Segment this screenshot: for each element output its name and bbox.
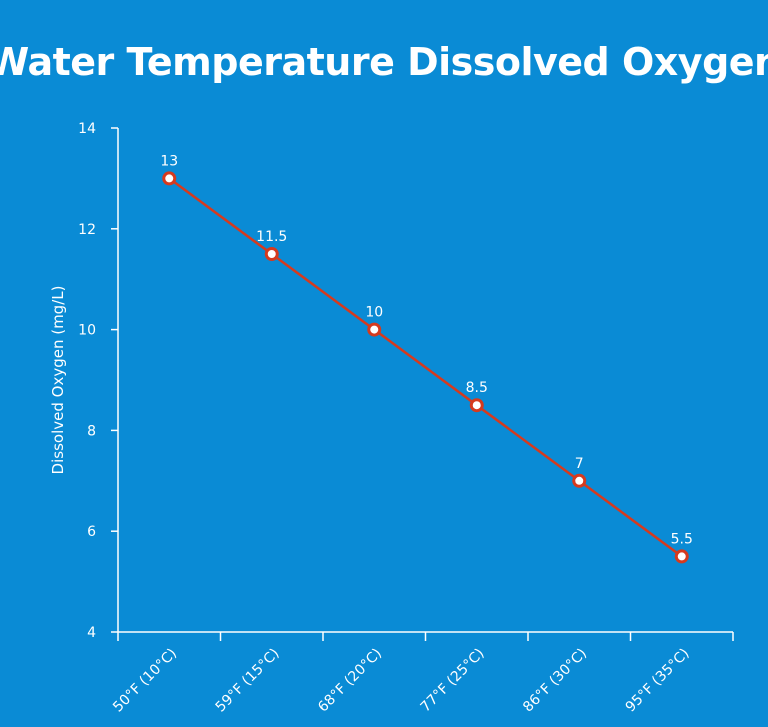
data-point bbox=[674, 549, 689, 564]
data-label: 11.5 bbox=[256, 229, 287, 245]
data-label: 8.5 bbox=[466, 380, 488, 396]
data-label: 10 bbox=[365, 305, 383, 321]
y-axis: 4 6 8 10 12 14 bbox=[78, 121, 119, 641]
series-line bbox=[168, 177, 683, 558]
data-point bbox=[572, 473, 587, 488]
data-point bbox=[264, 247, 279, 261]
y-tick-label: 4 bbox=[87, 625, 96, 641]
y-tick-label: 12 bbox=[78, 222, 96, 238]
chart-title: Water Temperature Dissolved Oxygen bbox=[0, 40, 768, 84]
data-point bbox=[162, 171, 177, 186]
y-tick-label: 10 bbox=[78, 323, 96, 339]
data-label: 13 bbox=[160, 153, 178, 169]
y-axis-title: Dissolved Oxygen (mg/L) bbox=[49, 286, 67, 475]
y-tick-label: 8 bbox=[87, 423, 96, 439]
y-tick-label: 6 bbox=[87, 524, 96, 540]
series-layer: 13 11.5 10 8.5 7 5.5 bbox=[160, 153, 693, 564]
data-point bbox=[367, 322, 382, 337]
data-label: 5.5 bbox=[671, 531, 693, 547]
data-label: 7 bbox=[575, 456, 584, 472]
data-point bbox=[469, 398, 484, 413]
y-tick-label: 14 bbox=[78, 121, 96, 137]
